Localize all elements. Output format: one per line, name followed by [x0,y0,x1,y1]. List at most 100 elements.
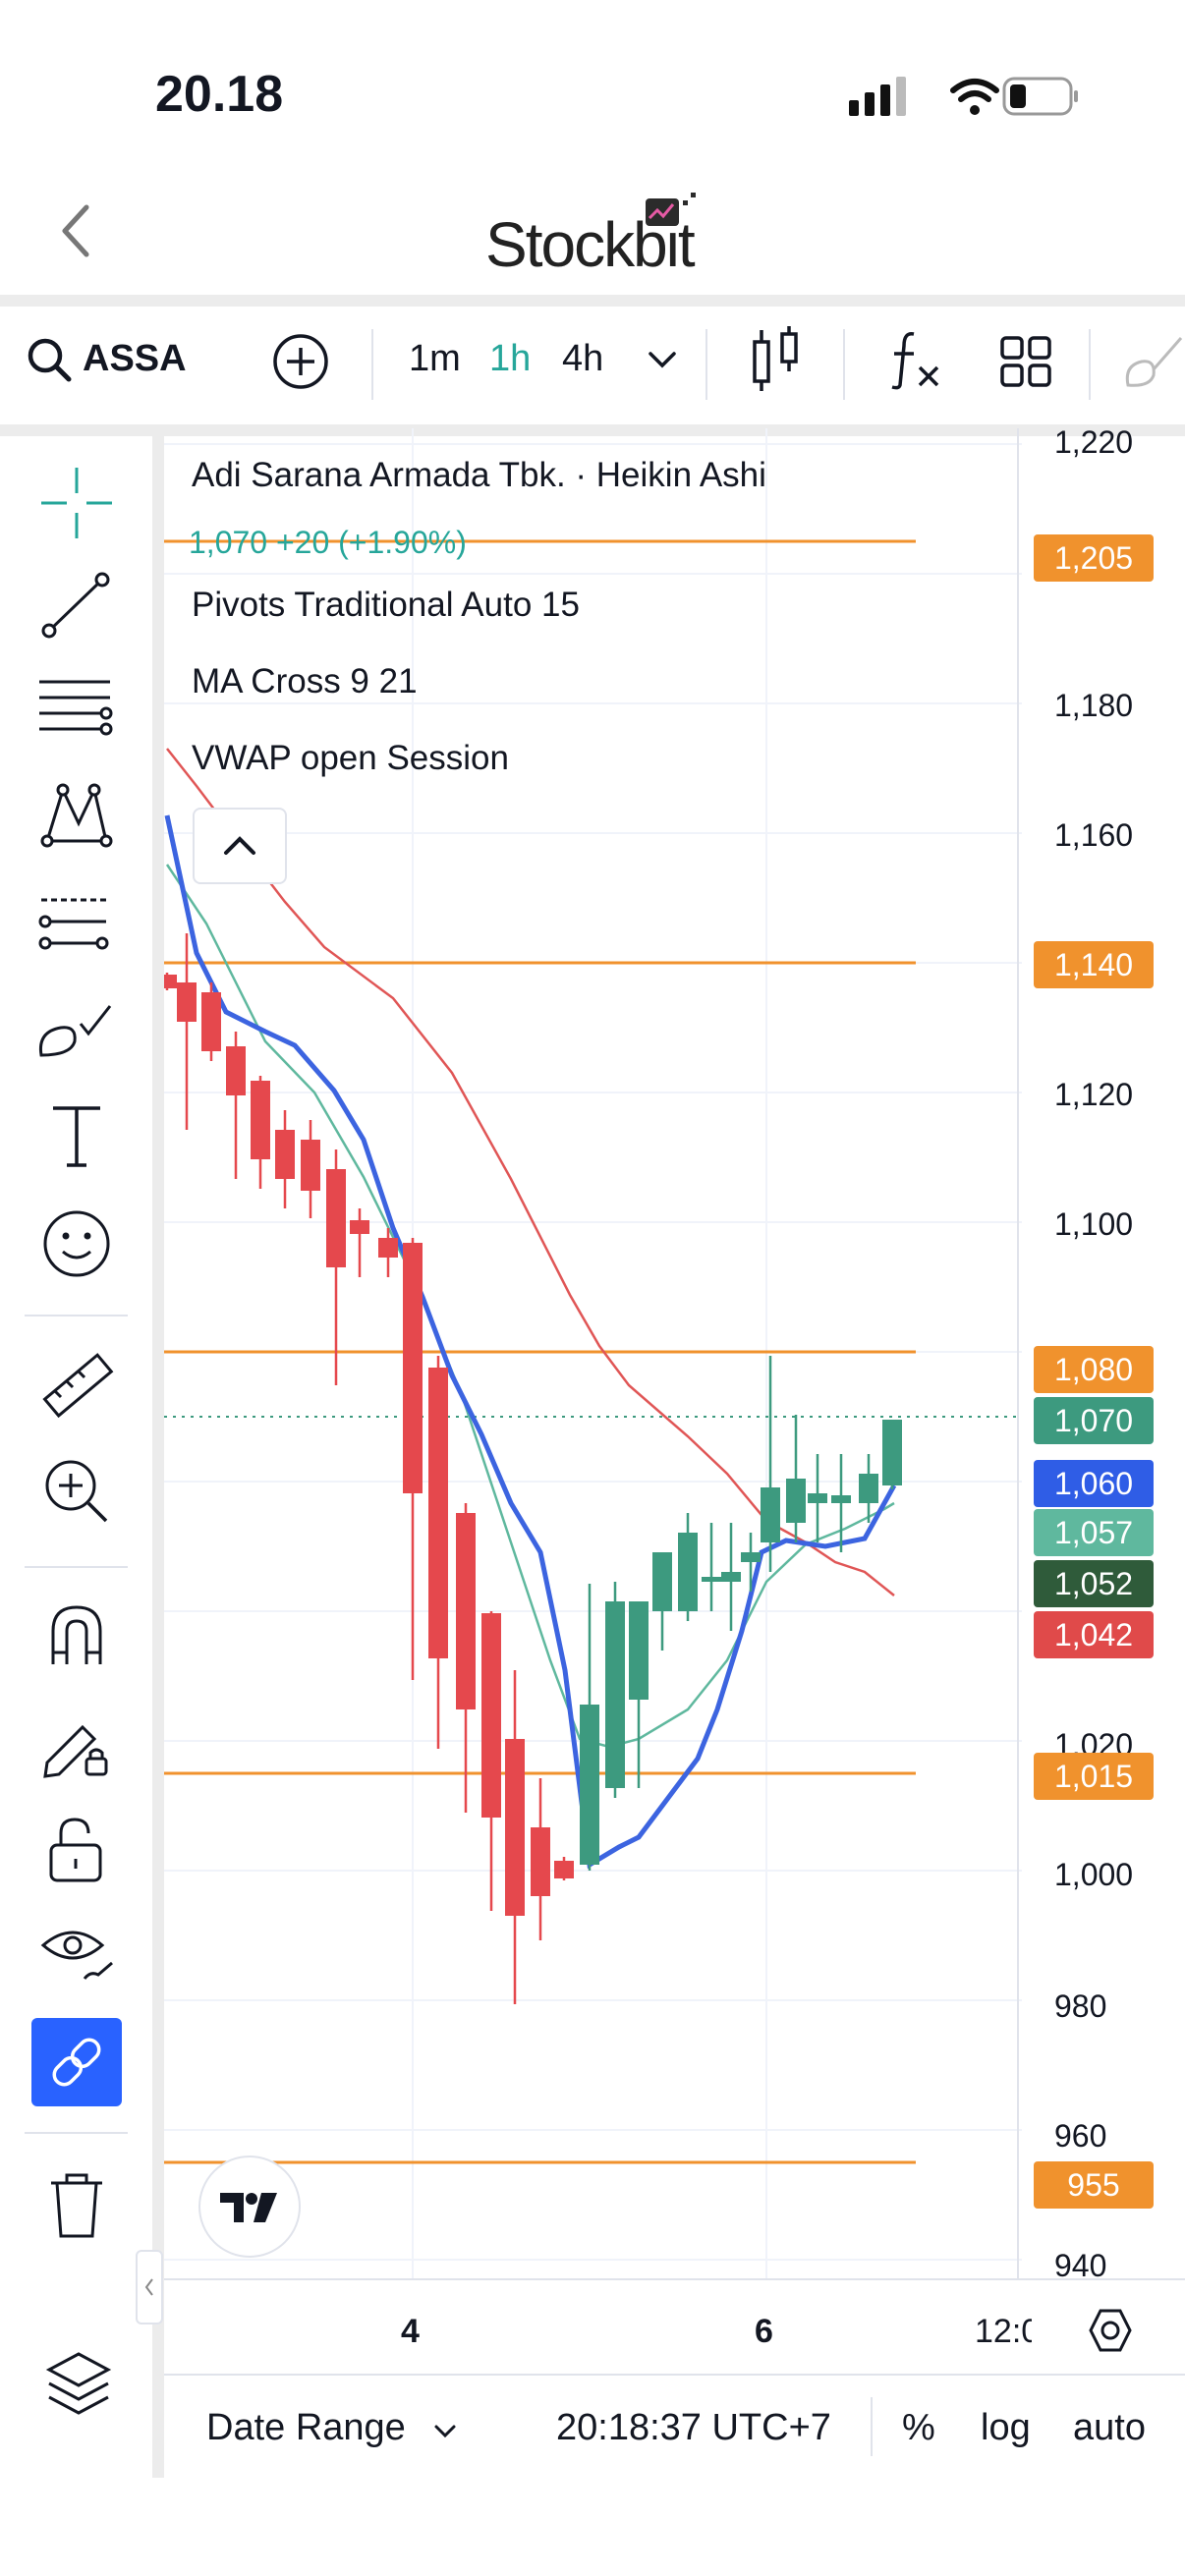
candle-body [808,1493,827,1503]
text-tool-icon[interactable] [47,1100,106,1171]
interval-4h[interactable]: 4h [562,338,604,379]
magnet-icon[interactable] [43,1599,110,1670]
candle-body [456,1513,476,1709]
chart-toolbar [0,307,1185,424]
price-chart[interactable] [164,428,1185,2374]
legend-quote: 1,070 +20 (+1.90%) [189,525,467,560]
chevron-down-icon[interactable] [647,350,678,369]
log-toggle[interactable]: log [981,2407,1031,2448]
pivot-badge: 1,080 [1034,1346,1154,1393]
chevron-left-small-icon [144,2278,153,2296]
percent-toggle[interactable]: % [902,2407,935,2448]
price-axis-label: 1,000 [1054,1857,1134,1892]
signal-icon [849,77,906,116]
candle-body [721,1572,741,1582]
tradingview-logo[interactable] [198,2156,301,2258]
candle-body [301,1140,320,1191]
trash-icon[interactable] [47,2171,106,2240]
sidebar-separator [25,1566,128,1568]
price-axis-label: 1,100 [1054,1206,1134,1242]
visibility-icon[interactable] [39,1916,118,1990]
ma-fast-badge: 1,060 [1034,1460,1154,1507]
layers-icon[interactable] [43,2348,114,2419]
price-axis-label: 960 [1054,2118,1107,2154]
sidebar-edge [152,428,164,2478]
time-axis-label: 4 [401,2313,420,2350]
last-price-badge: 1,070 [1034,1397,1154,1444]
header-divider [0,295,1185,307]
indicators-icon[interactable] [884,328,947,391]
layout-grid-icon[interactable] [998,334,1053,389]
sidebar-separator [25,2132,128,2134]
settings-icon[interactable] [1085,2305,1136,2356]
add-symbol-icon[interactable] [271,332,330,391]
time-axis-label: 12:0 [975,2313,1032,2350]
price-axis-label: 980 [1054,1988,1107,2024]
candle-body [605,1601,625,1788]
collapse-legend-button[interactable] [193,808,287,884]
chevron-down-icon[interactable] [432,2423,458,2440]
pivot-badge: 1,140 [1034,941,1154,988]
brush-tool-icon[interactable] [35,994,118,1063]
candles [164,933,902,2004]
interval-1m[interactable]: 1m [409,338,461,379]
candle-body [831,1495,851,1503]
legend-title[interactable]: Adi Sarana Armada Tbk. · Heikin Ashi [192,456,766,494]
clock-time[interactable]: 20:18:37 UTC+7 [556,2407,831,2448]
candle-body [403,1243,423,1493]
candle-body [859,1474,878,1503]
candle-body [275,1130,295,1179]
legend-indicator[interactable]: Pivots Traditional Auto 15 [192,586,580,624]
wifi-icon [950,79,999,115]
time-axis-label: 6 [755,2313,773,2350]
pattern-icon[interactable] [39,780,114,851]
candle-body [629,1601,649,1700]
price-axis-label: 1,120 [1054,1077,1134,1112]
status-time: 20.18 [155,66,284,123]
vwap-badge: 1,042 [1034,1611,1154,1658]
fib-lines-icon[interactable] [35,674,118,743]
candle-body [882,1420,902,1485]
candle-body [177,982,197,1022]
search-icon[interactable] [26,336,73,383]
pivot-badge: 1,205 [1034,534,1154,582]
crosshair-icon[interactable] [37,464,116,542]
candle-body [226,1046,246,1095]
candle-body [505,1739,525,1916]
candle-body [702,1577,721,1582]
candle-body [164,975,177,988]
ruler-icon[interactable] [37,1346,116,1425]
date-range-button[interactable]: Date Range [206,2407,406,2448]
toolbar-separator [705,329,707,400]
toolbar-separator [371,329,373,400]
tradingview-icon [220,2193,277,2222]
legend-indicator[interactable]: VWAP open Session [192,739,509,777]
legend-indicator[interactable]: MA Cross 9 21 [192,662,418,700]
back-icon[interactable] [57,201,96,260]
link-icon [52,2038,101,2087]
auto-toggle[interactable]: auto [1073,2407,1146,2448]
zoom-in-icon[interactable] [39,1454,114,1529]
chevron-up-icon [224,836,255,855]
unlock-icon[interactable] [45,1814,108,1884]
candle-body [761,1487,780,1542]
symbol-label[interactable]: ASSA [83,338,187,379]
candle-body [428,1368,448,1658]
drawing-sidebar [0,436,152,2478]
candle-body [652,1552,672,1611]
trend-line-icon[interactable] [39,570,114,641]
collapse-sidebar-handle[interactable] [136,2250,163,2324]
sync-drawings-button[interactable] [31,2018,122,2106]
candle-body [678,1533,698,1611]
price-axis-label: 940 [1054,2248,1107,2283]
candle-type-icon[interactable] [749,324,806,395]
status-icons [849,77,1078,116]
brush-icon[interactable] [1120,330,1185,393]
lock-drawing-icon[interactable] [39,1708,114,1782]
candle-body [350,1220,369,1234]
interval-1h[interactable]: 1h [489,338,532,379]
toolbar-divider [0,424,1185,436]
candle-body [326,1169,346,1267]
forecast-icon[interactable] [37,888,116,957]
emoji-icon[interactable] [39,1206,114,1281]
